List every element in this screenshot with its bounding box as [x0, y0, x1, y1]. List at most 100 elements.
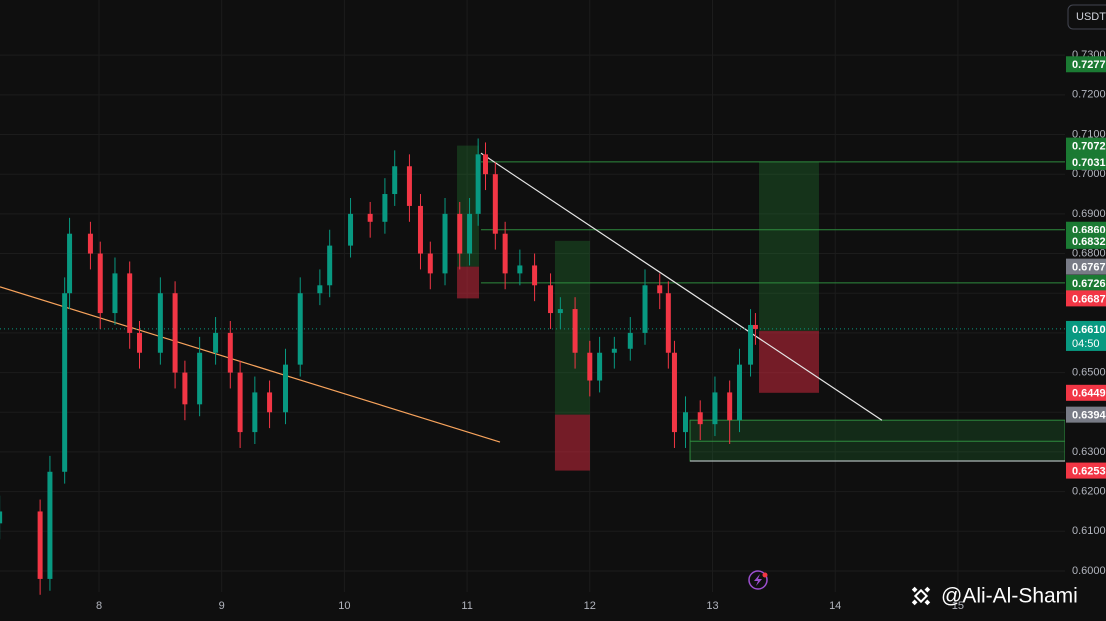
- price-tag-label: 0.6767: [1072, 262, 1106, 274]
- price-tag: [1066, 406, 1106, 423]
- x-tick-label: 8: [96, 600, 102, 612]
- candle-body: [157, 293, 163, 353]
- profit-zone: [457, 145, 480, 267]
- currency-label[interactable]: USDT: [1076, 11, 1106, 23]
- y-tick-label: 0.6500: [1072, 366, 1106, 378]
- y-tick-label: 0.6800: [1072, 247, 1106, 259]
- price-tag: [1066, 462, 1106, 479]
- candle-body: [67, 233, 73, 294]
- price-tag-label: 0.6687: [1072, 293, 1106, 305]
- countdown-label: 04:50: [1072, 338, 1100, 350]
- x-tick-label: 15: [952, 600, 964, 612]
- candle-body: [327, 245, 333, 286]
- candle-body: [597, 352, 603, 381]
- candle-body: [611, 348, 617, 353]
- candle-body: [683, 412, 689, 433]
- candle-body: [317, 285, 323, 294]
- currency-button[interactable]: USDT: [1067, 4, 1106, 30]
- candle-body: [382, 194, 388, 222]
- candle-body: [267, 392, 273, 413]
- y-tick-label: 0.7000: [1072, 168, 1106, 180]
- candle-body: [502, 233, 508, 274]
- candle-body: [297, 293, 303, 365]
- x-tick-label: 14: [829, 600, 841, 612]
- candles: [0, 138, 758, 595]
- price-tag: [1066, 232, 1106, 249]
- candle-body: [442, 213, 448, 274]
- y-tick-label: 0.6000: [1072, 565, 1106, 577]
- x-tick-label: 9: [219, 600, 225, 612]
- loss-zone: [554, 414, 590, 471]
- loss-zone: [457, 266, 480, 299]
- watermark-text: @Ali-Al-Shami: [941, 585, 1078, 608]
- candle-body: [697, 412, 703, 425]
- current-price-tag: [1066, 320, 1106, 351]
- candle-body: [197, 352, 203, 405]
- x-tick-label: 13: [706, 600, 718, 612]
- candle-body: [97, 253, 103, 314]
- candle-body: [671, 352, 677, 433]
- candle-body: [748, 324, 754, 365]
- candle-body: [237, 372, 243, 433]
- candle-body: [657, 285, 663, 294]
- icon-bolt[interactable]: [754, 574, 762, 586]
- candle-body: [727, 392, 733, 421]
- price-tag: [1066, 56, 1106, 73]
- candle-body: [572, 309, 578, 353]
- candle-body: [406, 166, 412, 206]
- y-tick-label: 0.6900: [1072, 208, 1106, 220]
- candle-body: [642, 285, 648, 333]
- drawings: [0, 145, 1066, 471]
- price-tag-label: 0.7072: [1072, 141, 1106, 153]
- candle-body: [182, 372, 188, 405]
- price-tag: [1066, 384, 1106, 401]
- icon-dot[interactable]: [762, 572, 768, 578]
- y-tick-label: 0.6200: [1072, 486, 1106, 498]
- price-tag-label: 0.6394: [1072, 410, 1106, 422]
- price-tag-label: 0.6832: [1072, 236, 1106, 248]
- currency-box[interactable]: [1067, 4, 1106, 30]
- price-tag-label: 0.7031: [1072, 157, 1106, 169]
- x-tick-label: 10: [338, 600, 350, 612]
- candle-body: [517, 265, 523, 274]
- candle-body: [137, 332, 143, 353]
- candle-body: [62, 293, 68, 472]
- candle-body: [457, 213, 463, 254]
- logo-square: [913, 588, 929, 604]
- candle-body: [736, 364, 742, 421]
- candle-body: [427, 253, 433, 274]
- price-tag-label: 0.6726: [1072, 278, 1106, 290]
- x-tick-label: 11: [461, 600, 472, 612]
- candle-body: [213, 332, 219, 353]
- lightning-icon[interactable]: [748, 570, 768, 590]
- candle-body: [548, 285, 554, 314]
- y-tick-label: 0.7100: [1072, 128, 1106, 140]
- price-tag: [1066, 153, 1106, 170]
- price-tag-label: 0.7277: [1072, 59, 1106, 71]
- support-zone: [689, 419, 1066, 462]
- candle-body: [37, 511, 43, 579]
- candle-body: [712, 392, 718, 425]
- candle-body: [127, 273, 133, 333]
- candle-body: [348, 213, 354, 246]
- icon-ring[interactable]: [748, 570, 768, 590]
- price-axis: 0.60000.61000.62000.63000.64000.65000.66…: [1065, 0, 1106, 621]
- candle-body: [0, 511, 3, 524]
- price-tag: [1066, 274, 1106, 291]
- candle-body: [532, 265, 538, 286]
- candle-body: [367, 213, 373, 222]
- candle-body: [665, 293, 671, 353]
- candle-body: [87, 233, 93, 254]
- price-tag-label: 0.6449: [1072, 388, 1106, 400]
- candle-body: [47, 471, 53, 579]
- candle-body: [492, 174, 498, 234]
- axis-panel: [1065, 0, 1106, 621]
- profit-zone: [758, 161, 819, 331]
- candle-body: [283, 364, 289, 413]
- trendline: [0, 286, 501, 443]
- price-tag: [1066, 137, 1106, 154]
- candle-body: [627, 332, 633, 349]
- candle-body: [227, 332, 233, 373]
- candle-body: [587, 352, 593, 381]
